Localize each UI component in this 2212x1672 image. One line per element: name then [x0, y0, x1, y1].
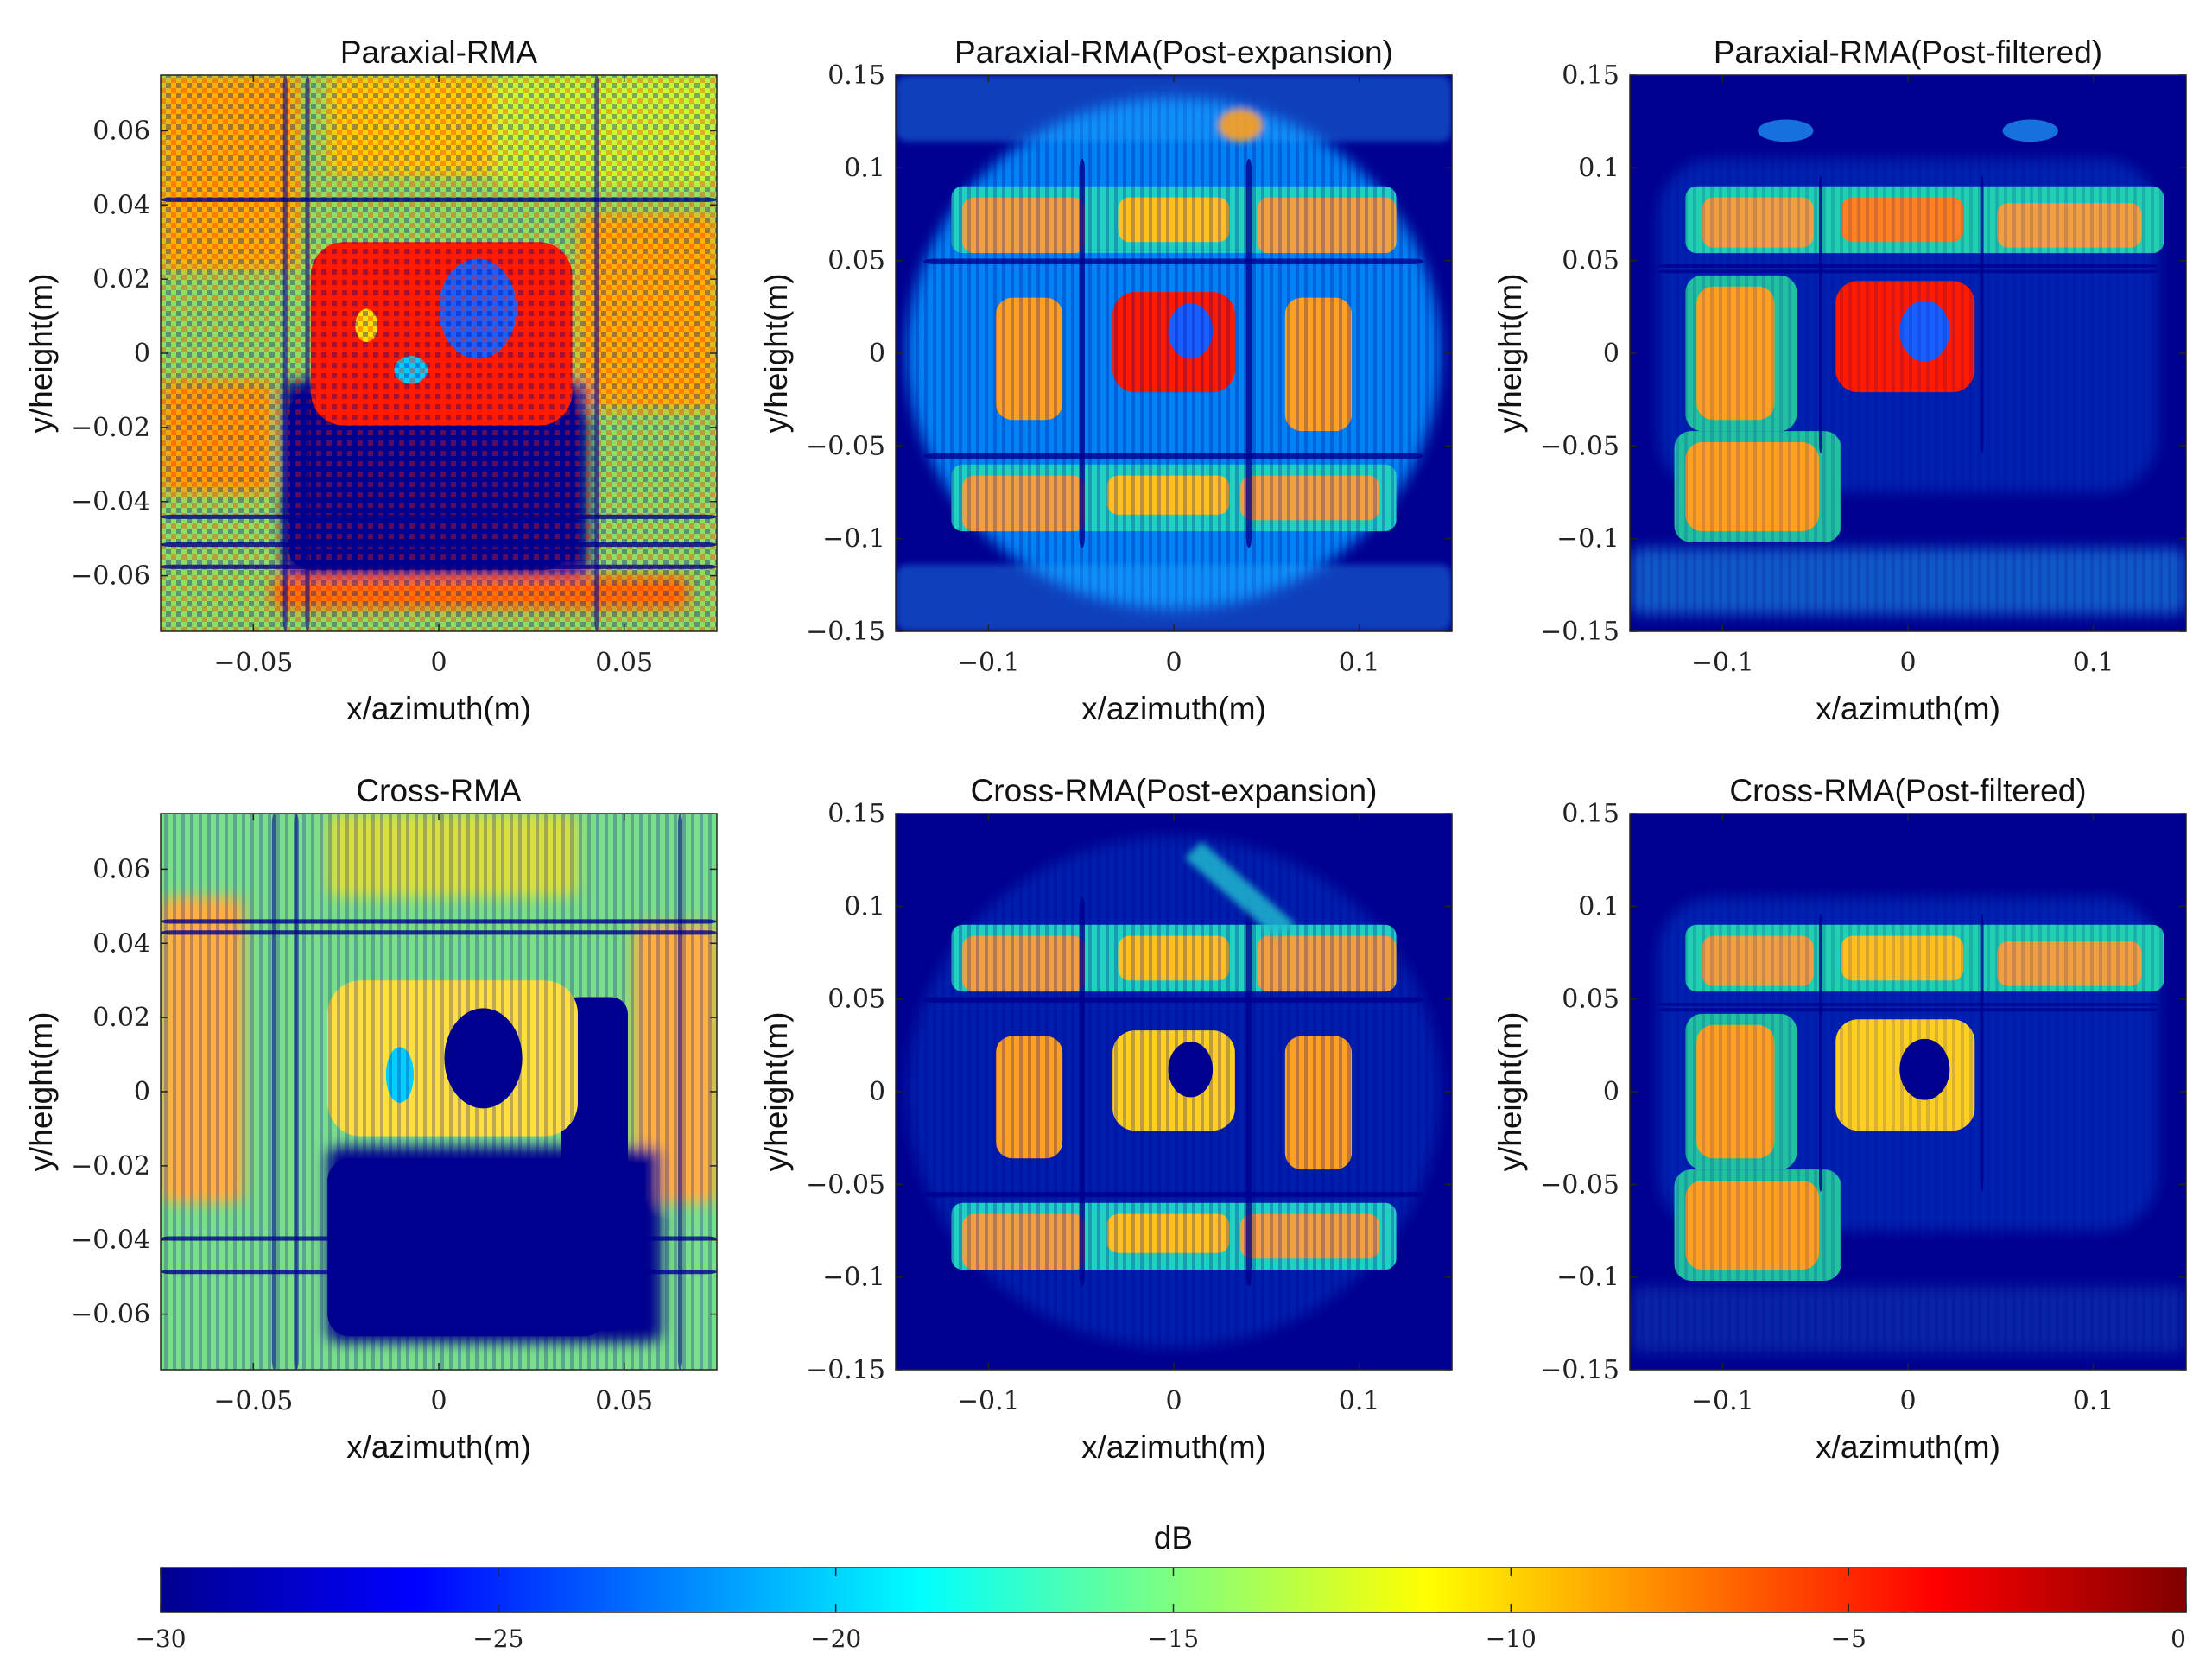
x-tick-label: −0.1	[1691, 648, 1754, 678]
y-tick-label: −0.15	[1540, 1355, 1619, 1385]
y-tick-label: 0.06	[92, 116, 150, 146]
y-tick-label: 0.02	[92, 1003, 150, 1033]
heatmap-image	[1630, 75, 2186, 631]
x-tick-label: 0	[430, 1386, 447, 1416]
colorbar-tick-label: −10	[1486, 1624, 1537, 1653]
y-tick-label: 0.05	[1562, 246, 1619, 276]
x-tick-label: −0.1	[957, 648, 1020, 678]
x-axis-label: x/azimuth(m)	[1081, 691, 1266, 726]
y-tick-label: 0.1	[1578, 153, 1619, 183]
heatmap-image	[161, 75, 717, 631]
heatmap-image	[896, 814, 1452, 1370]
y-tick-label: 0.1	[844, 891, 885, 922]
heatmap-image	[896, 75, 1452, 631]
y-tick-label: −0.1	[822, 524, 885, 554]
y-tick-label: 0	[1603, 1077, 1619, 1107]
y-tick-label: 0	[134, 1077, 150, 1107]
chart-title: Paraxial-RMA	[340, 35, 538, 70]
x-tick-label: 0	[1165, 648, 1182, 678]
y-tick-label: −0.15	[806, 617, 885, 647]
colorbar-label: dB	[1154, 1520, 1193, 1555]
x-tick-label: 0.1	[1339, 648, 1380, 678]
x-tick-label: 0.1	[2073, 648, 2114, 678]
y-tick-label: 0.1	[844, 153, 885, 183]
y-tick-label: 0.15	[827, 60, 885, 91]
x-tick-label: 0.05	[595, 1386, 653, 1416]
x-tick-label: 0.1	[1339, 1386, 1380, 1416]
y-tick-label: 0.15	[1562, 799, 1619, 829]
y-tick-label: 0	[134, 339, 150, 369]
x-tick-label: 0.05	[595, 648, 653, 678]
y-tick-label: −0.15	[806, 1355, 885, 1385]
panel-6: Cross-RMA(Post-filtered) x/azimuth(m) y/he…	[1493, 773, 2187, 1465]
y-tick-label: −0.02	[71, 1151, 150, 1181]
y-axis-label: y/height(m)	[1493, 273, 1528, 433]
y-tick-label: −0.1	[1556, 524, 1619, 554]
y-tick-label: −0.05	[1540, 431, 1619, 461]
y-tick-label: −0.1	[1556, 1263, 1619, 1293]
colorbar-tick-label: 0	[2171, 1624, 2186, 1653]
x-tick-label: 0	[1899, 1386, 1916, 1416]
y-axis-label: y/height(m)	[1493, 1011, 1528, 1171]
chart-title: Paraxial-RMA(Post-expansion)	[954, 35, 1393, 70]
y-tick-label: 0.05	[827, 246, 885, 276]
y-axis-label: y/height(m)	[758, 273, 794, 433]
colorbar-tick-label: −25	[472, 1624, 523, 1653]
y-tick-label: −0.1	[822, 1263, 885, 1293]
panel-5: Cross-RMA(Post-expansion) x/azimuth(m) y/h…	[758, 773, 1453, 1465]
x-axis-label: x/azimuth(m)	[346, 1429, 531, 1465]
x-axis-label: x/azimuth(m)	[1081, 1429, 1266, 1465]
colorbar-tick-label: −5	[1831, 1624, 1867, 1653]
heatmap-image	[1630, 814, 2186, 1370]
colorbar-tick-label: −15	[1148, 1624, 1199, 1653]
panel-1: Paraxial-RMA x/azimuth(m) y/height(m) −0.05…	[23, 35, 718, 726]
y-axis-label: y/height(m)	[23, 1011, 59, 1171]
heatmap-image	[161, 814, 717, 1370]
y-tick-label: 0.15	[827, 799, 885, 829]
y-tick-label: −0.04	[71, 1226, 150, 1256]
x-axis-label: x/azimuth(m)	[1816, 691, 2000, 726]
x-axis-label: x/azimuth(m)	[1816, 1429, 2000, 1465]
chart-title: Cross-RMA	[356, 773, 521, 808]
y-tick-label: −0.05	[1540, 1169, 1619, 1200]
y-tick-label: 0	[1603, 339, 1619, 369]
y-tick-label: −0.02	[71, 413, 150, 443]
x-tick-label: 0.1	[2073, 1386, 2114, 1416]
x-tick-label: −0.1	[1691, 1386, 1754, 1416]
y-tick-label: −0.15	[1540, 617, 1619, 647]
x-tick-label: −0.05	[213, 648, 293, 678]
y-tick-label: −0.06	[71, 1300, 150, 1330]
chart-title: Paraxial-RMA(Post-filtered)	[1714, 35, 2102, 70]
colorbar-tick-label: −30	[135, 1624, 186, 1653]
x-axis-label: x/azimuth(m)	[346, 691, 531, 726]
y-axis-label: y/height(m)	[23, 273, 59, 433]
x-tick-label: 0	[1899, 648, 1916, 678]
y-tick-label: 0	[869, 339, 885, 369]
y-tick-label: 0.06	[92, 854, 150, 884]
y-tick-label: 0.1	[1578, 891, 1619, 922]
y-tick-label: 0.02	[92, 264, 150, 294]
chart-title: Cross-RMA(Post-filtered)	[1729, 773, 2086, 808]
y-tick-label: −0.04	[71, 487, 150, 517]
y-tick-label: 0.15	[1562, 60, 1619, 91]
y-tick-label: −0.06	[71, 561, 150, 592]
panel-2: Paraxial-RMA(Post-expansion) x/azimuth(m)…	[758, 35, 1453, 726]
panel-4: Cross-RMA x/azimuth(m) y/height(m) −0.05 0 0.…	[23, 773, 718, 1465]
x-tick-label: −0.1	[957, 1386, 1020, 1416]
y-axis-label: y/height(m)	[758, 1011, 794, 1171]
colorbar-tick-label: −20	[810, 1624, 861, 1653]
y-tick-label: 0.04	[92, 190, 150, 220]
x-tick-label: −0.05	[213, 1386, 293, 1416]
chart-title: Cross-RMA(Post-expansion)	[971, 773, 1378, 808]
y-tick-label: −0.05	[806, 1169, 885, 1200]
y-tick-label: 0.04	[92, 928, 150, 959]
y-tick-label: 0.05	[827, 985, 885, 1015]
x-tick-label: 0	[1165, 1386, 1182, 1416]
y-tick-label: −0.05	[806, 431, 885, 461]
x-tick-label: 0	[430, 648, 447, 678]
y-tick-label: 0	[869, 1077, 885, 1107]
panel-3: Paraxial-RMA(Post-filtered) x/azimuth(m) y…	[1493, 35, 2187, 726]
y-tick-label: 0.05	[1562, 985, 1619, 1015]
